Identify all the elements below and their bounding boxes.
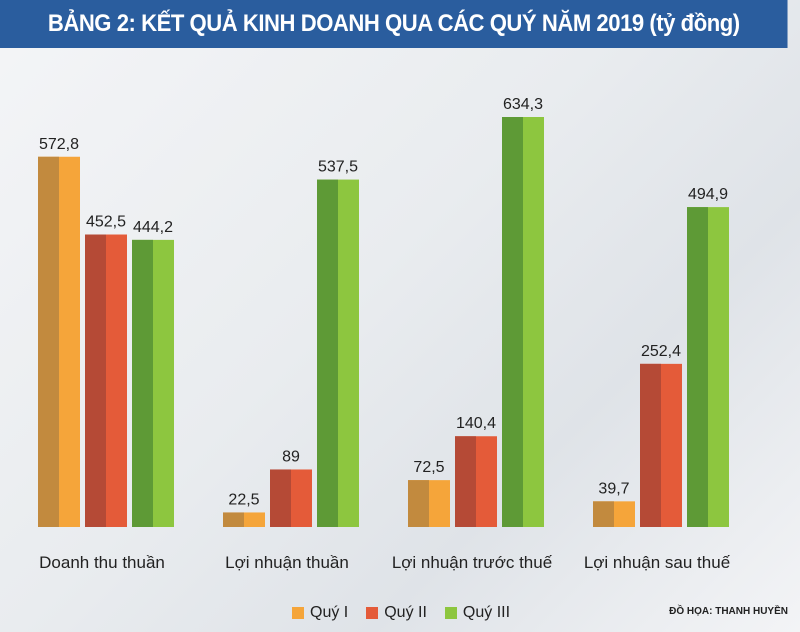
legend-label: Quý II	[384, 604, 427, 621]
bar-shade	[502, 117, 523, 527]
legend-swatch	[292, 607, 304, 619]
bar-shade	[408, 480, 429, 527]
value-label: 494,9	[688, 186, 728, 203]
bar-shade	[132, 239, 153, 527]
bar-shade	[593, 501, 614, 527]
value-label: 572,8	[39, 136, 79, 153]
value-label: 634,3	[503, 96, 543, 113]
bar-shade	[455, 436, 476, 527]
bar-shade	[270, 469, 291, 527]
value-label: 444,2	[133, 219, 173, 236]
legend-swatch	[444, 607, 457, 619]
bar-shade	[38, 156, 59, 527]
value-label: 22,5	[228, 491, 259, 508]
value-label: 39,7	[598, 480, 629, 497]
value-label: 89	[282, 448, 300, 465]
legend-item-q3: Quý III	[444, 604, 511, 622]
bar-shade	[317, 179, 338, 527]
legend-label: Quý III	[462, 604, 511, 621]
category-label: Lợi nhuận thuần	[225, 553, 349, 572]
category-label: Lợi nhuận trước thuế	[392, 553, 553, 572]
value-label: 537,5	[318, 159, 358, 176]
category-label: Doanh thu thuần	[39, 553, 165, 572]
legend-item-q1: Quý I	[292, 604, 348, 622]
value-label: 252,4	[641, 343, 681, 360]
legend-item-q2: Quý II	[366, 604, 427, 622]
legend-label: Quý I	[310, 604, 349, 621]
legend-swatch	[366, 607, 379, 619]
bar-shade	[223, 512, 244, 527]
bar-shade	[687, 207, 708, 527]
graphic-credit: ĐỒ HỌA: THANH HUYỀN	[669, 606, 788, 617]
bar-shade	[85, 234, 106, 528]
value-label: 452,5	[86, 214, 126, 231]
value-label: 72,5	[413, 459, 444, 476]
category-label: Lợi nhuận sau thuế	[584, 553, 731, 572]
value-label: 140,4	[456, 415, 496, 432]
chart-title: BẢNG 2: KẾT QUẢ KINH DOANH QUA CÁC QUÝ N…	[0, 0, 788, 48]
bar-shade	[640, 363, 661, 527]
legend: Quý I Quý II Quý III	[292, 604, 510, 622]
